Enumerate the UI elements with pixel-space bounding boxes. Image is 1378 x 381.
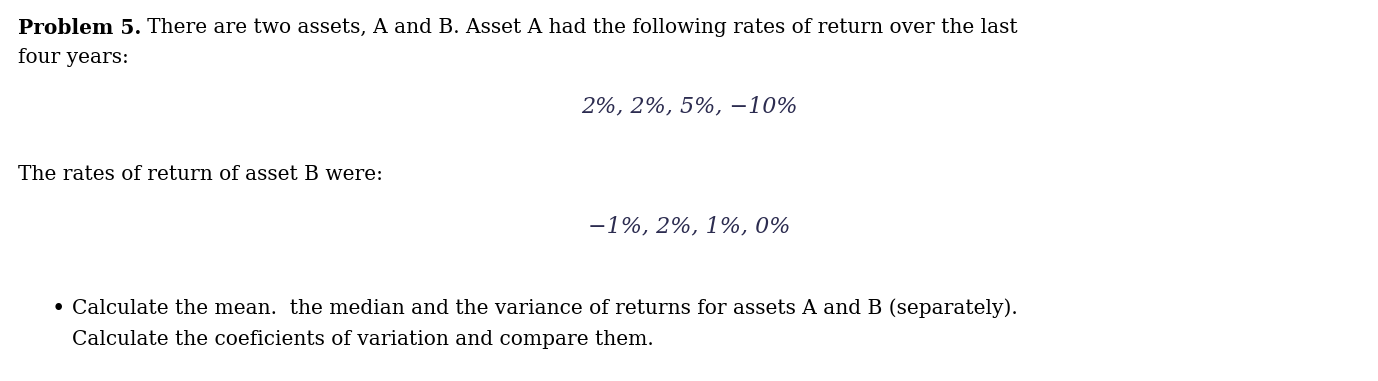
Text: four years:: four years: (18, 48, 130, 67)
Text: Calculate the coeficients of variation and compare them.: Calculate the coeficients of variation a… (72, 330, 653, 349)
Text: There are two assets, A and B. Asset A had the following rates of return over th: There are two assets, A and B. Asset A h… (128, 18, 1017, 37)
Text: •: • (52, 298, 65, 320)
Text: 2%, 2%, 5%, −10%: 2%, 2%, 5%, −10% (580, 95, 798, 117)
Text: Problem 5.: Problem 5. (18, 18, 142, 38)
Text: Calculate the mean.  the median and the variance of returns for assets A and B (: Calculate the mean. the median and the v… (72, 298, 1018, 318)
Text: The rates of return of asset B were:: The rates of return of asset B were: (18, 165, 383, 184)
Text: −1%, 2%, 1%, 0%: −1%, 2%, 1%, 0% (588, 215, 790, 237)
